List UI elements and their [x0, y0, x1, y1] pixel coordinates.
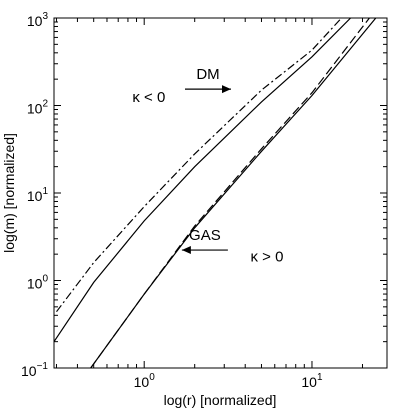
- plot-curves: [54, 18, 377, 368]
- series-curve-1: [56, 18, 342, 313]
- axis-ticks: 100 101 10−1 100 101 102 103: [21, 11, 387, 390]
- plot-annotations: DM κ < 0 GAS κ > 0: [132, 66, 283, 265]
- x-tick-label: 101: [301, 372, 323, 390]
- x-axis-label: log(r) [normalized]: [164, 392, 277, 408]
- annotation-label: κ > 0: [250, 248, 283, 265]
- series-curve-2: [54, 18, 352, 343]
- annotation-arrow-head: [181, 246, 191, 255]
- series-curve-3: [90, 18, 370, 368]
- y-tick-label: 100: [27, 274, 49, 292]
- annotation-arrow-head: [221, 85, 231, 94]
- annotation-label: GAS: [189, 227, 221, 244]
- y-tick-label: 103: [27, 11, 49, 29]
- y-axis-label: log(m) [normalized]: [1, 133, 17, 253]
- annotation-label: κ < 0: [132, 89, 165, 106]
- plot-frame: [53, 17, 388, 369]
- y-tick-label: 101: [27, 186, 49, 204]
- y-tick-label: 102: [27, 99, 49, 117]
- annotation-label: DM: [196, 66, 219, 83]
- series-curve-4: [90, 18, 377, 368]
- y-tick-label: 10−1: [21, 361, 48, 379]
- x-tick-label: 100: [134, 372, 156, 390]
